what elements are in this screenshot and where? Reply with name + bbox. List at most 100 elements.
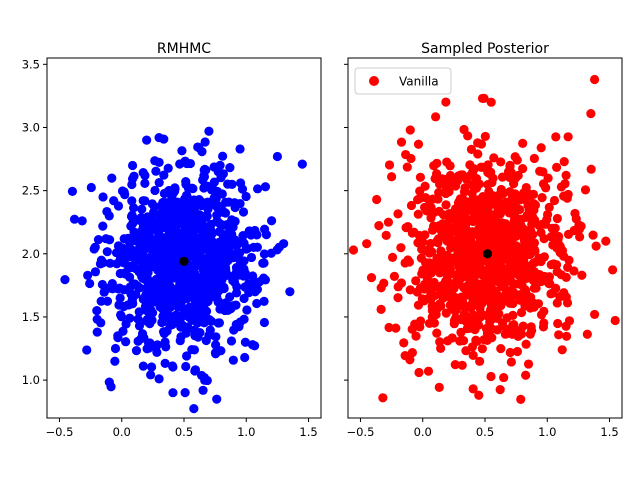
data-point <box>511 231 521 241</box>
data-point <box>259 249 269 259</box>
data-point <box>158 282 168 292</box>
data-point <box>441 308 451 318</box>
data-point <box>165 283 176 294</box>
data-point <box>477 344 487 354</box>
data-point <box>165 320 175 331</box>
data-point <box>235 199 245 209</box>
data-point <box>165 249 175 259</box>
data-point <box>107 173 117 183</box>
data-point <box>461 261 472 272</box>
data-point <box>168 388 178 398</box>
data-point <box>466 170 476 180</box>
data-point <box>507 256 517 266</box>
data-point <box>501 219 511 229</box>
data-point <box>151 277 161 288</box>
data-point <box>508 320 518 330</box>
data-point <box>113 284 123 294</box>
data-point <box>93 234 104 245</box>
data-point <box>516 394 526 404</box>
data-point <box>372 194 382 205</box>
data-point <box>462 268 472 278</box>
data-point <box>554 330 564 340</box>
data-point <box>447 253 457 263</box>
data-point <box>506 277 517 287</box>
data-point <box>163 163 173 173</box>
data-point <box>438 210 449 220</box>
data-point <box>520 232 531 242</box>
data-point <box>233 319 243 330</box>
data-point <box>240 352 250 363</box>
data-point <box>218 254 228 264</box>
data-point <box>160 358 170 368</box>
data-point <box>190 365 201 375</box>
data-point <box>446 282 456 293</box>
data-point <box>452 217 462 227</box>
data-point <box>376 304 386 314</box>
data-point <box>467 214 477 225</box>
data-point <box>272 151 283 162</box>
data-point <box>150 185 160 196</box>
data-point <box>216 271 226 281</box>
data-point <box>491 249 501 260</box>
data-point <box>484 168 494 179</box>
data-point <box>475 242 485 252</box>
data-point <box>549 195 560 206</box>
data-point <box>297 159 307 169</box>
chart-title: RMHMC <box>157 41 211 57</box>
data-point <box>384 322 394 333</box>
data-point <box>101 234 111 244</box>
data-point <box>536 143 546 153</box>
data-point <box>415 172 426 182</box>
data-point <box>461 290 471 300</box>
data-point <box>111 248 122 258</box>
data-point <box>258 273 269 283</box>
data-point <box>386 172 397 182</box>
data-point <box>516 244 526 255</box>
data-point <box>393 293 403 303</box>
legend-box <box>354 67 452 95</box>
data-point <box>463 131 473 141</box>
data-point <box>463 280 473 290</box>
data-point <box>476 162 486 172</box>
data-point <box>420 192 431 203</box>
data-point <box>220 208 231 218</box>
data-point <box>430 291 440 301</box>
data-point <box>508 179 519 189</box>
data-point <box>92 306 102 316</box>
data-point <box>225 163 235 173</box>
data-point <box>434 382 444 392</box>
data-point <box>435 299 445 309</box>
data-point <box>534 270 544 280</box>
data-point <box>181 361 191 372</box>
data-point <box>214 237 224 247</box>
y-tick-label: 1.0 <box>22 373 40 387</box>
data-point <box>120 268 130 278</box>
data-point <box>366 272 377 283</box>
data-point <box>77 216 87 226</box>
data-point <box>465 160 475 170</box>
data-point <box>242 305 252 315</box>
data-point <box>473 149 483 159</box>
data-point <box>190 232 201 242</box>
data-point <box>430 174 440 184</box>
chart-title: Sampled Posterior <box>421 41 549 57</box>
data-point <box>473 300 483 311</box>
data-point <box>470 268 481 279</box>
data-point <box>443 336 453 346</box>
data-point <box>128 279 138 289</box>
data-point <box>127 196 137 206</box>
data-point <box>204 126 214 136</box>
data-point <box>456 327 466 338</box>
data-point <box>590 74 600 85</box>
data-point <box>402 162 412 172</box>
y-tick-label: 3.5 <box>22 57 40 71</box>
data-point <box>202 237 212 247</box>
data-point <box>195 241 205 251</box>
data-point <box>123 233 133 243</box>
data-point <box>143 229 154 239</box>
data-point <box>455 336 465 346</box>
data-point <box>207 185 217 195</box>
data-point <box>483 204 493 214</box>
data-point <box>109 196 119 206</box>
data-point <box>157 261 167 271</box>
